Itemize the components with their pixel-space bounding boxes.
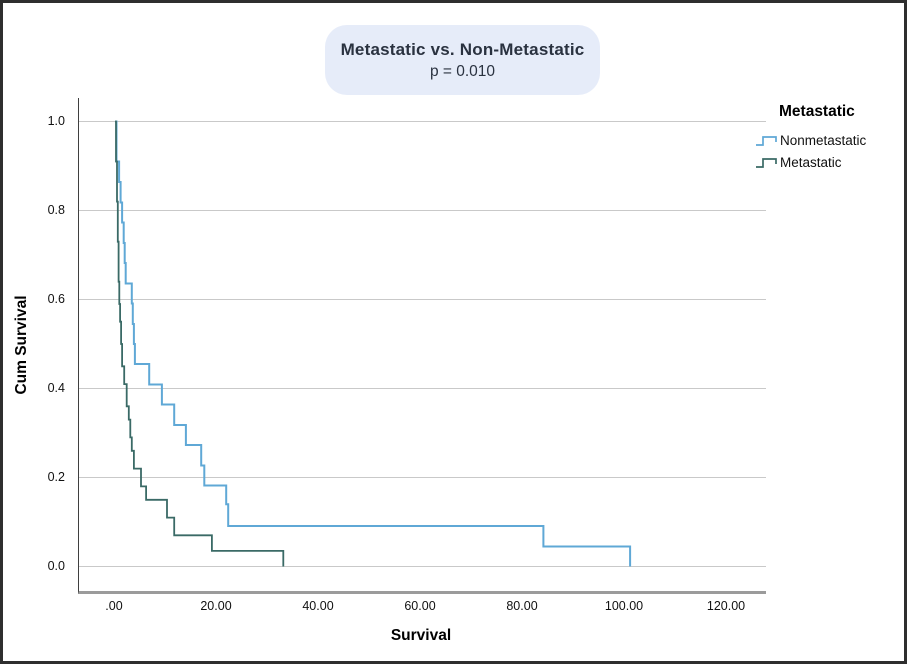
gridline-y-0.6 — [79, 299, 766, 301]
x-tick-label: .00 — [105, 599, 123, 613]
plot-area — [78, 98, 766, 594]
x-tick-label: 120.00 — [706, 599, 746, 613]
curve-nonmetastatic — [115, 120, 632, 567]
gridline-y-0.8 — [79, 210, 766, 212]
x-tick-label: 60.00 — [404, 599, 436, 613]
x-tick-label: 40.00 — [302, 599, 334, 613]
x-tick-label: 20.00 — [200, 599, 232, 613]
legend: Metastatic Nonmetastatic Metastatic — [755, 103, 903, 173]
legend-entry-metastatic: Metastatic — [755, 151, 903, 173]
x-tick-label: 80.00 — [506, 599, 538, 613]
curve-metastatic — [115, 120, 285, 567]
legend-entry-label: Nonmetastatic — [780, 132, 867, 148]
legend-title: Metastatic — [779, 103, 855, 120]
y-axis-title: Cum Survival — [13, 295, 30, 395]
legend-entry-label: Metastatic — [780, 154, 842, 170]
y-tick-label: 0.8 — [47, 202, 65, 217]
legend-entry-nonmetastatic: Nonmetastatic — [755, 129, 903, 151]
legend-step-line-icon — [756, 136, 777, 146]
gridline-y-1 — [79, 121, 766, 123]
p-value-text: p = 0.010 — [429, 62, 496, 80]
gridline-y-0 — [79, 566, 766, 568]
chart-title: Metastatic vs. Non-Metastatic — [340, 39, 585, 59]
x-tick-label: 100.00 — [604, 599, 644, 613]
y-tick-label: 0.4 — [47, 380, 65, 395]
survival-curves-svg — [115, 120, 632, 567]
gridline-y-0.4 — [79, 388, 766, 390]
y-tick-label: 0.0 — [47, 558, 65, 573]
gridline-y-0.2 — [79, 477, 766, 479]
x-axis-title: Survival — [390, 627, 452, 644]
legend-step-line-icon — [756, 158, 777, 168]
y-tick-label: 0.2 — [47, 469, 65, 484]
y-tick-label: 1.0 — [47, 113, 65, 128]
y-tick-label: 0.6 — [47, 291, 65, 306]
title-badge: Metastatic vs. Non-Metastatic p = 0.010 — [325, 25, 600, 95]
